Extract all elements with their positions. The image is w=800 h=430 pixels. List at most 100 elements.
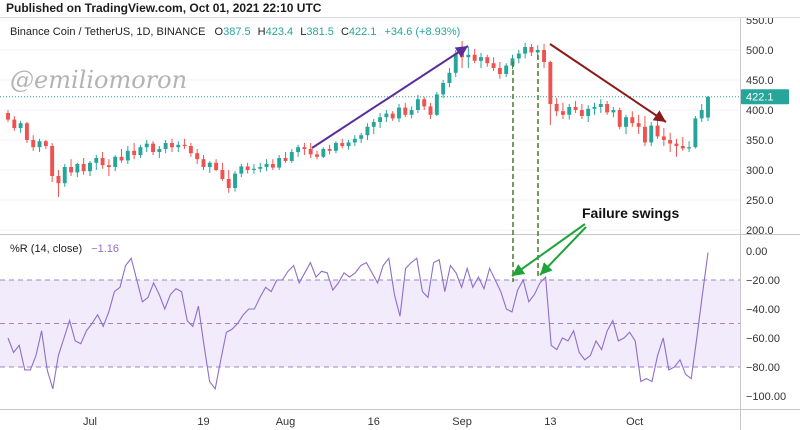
candle-down	[151, 143, 155, 152]
candle-up	[207, 162, 212, 167]
candle-down	[195, 153, 200, 160]
candle-down	[6, 113, 10, 120]
candle-up	[18, 123, 23, 128]
candle-up	[415, 99, 420, 110]
candle-down	[24, 123, 29, 140]
candle-down	[390, 113, 395, 119]
candle-up	[176, 144, 181, 148]
candle-up	[706, 96, 710, 118]
high-value: 423.4	[266, 26, 294, 38]
close-label: C	[341, 26, 349, 38]
candle-down	[69, 167, 74, 173]
candle-down	[106, 165, 111, 167]
indicator-value: −1.16	[91, 243, 119, 255]
candle-down	[340, 143, 345, 146]
chart-legend: Binance Coin / TetherUS, 1D, BINANCE O38…	[10, 26, 460, 38]
candle-up	[113, 156, 118, 167]
candle-up	[258, 167, 263, 169]
candle-down	[561, 111, 565, 115]
candle-down	[270, 164, 275, 168]
candle-down	[81, 164, 86, 172]
candle-down	[573, 107, 578, 110]
candle-up	[365, 126, 370, 136]
candle-down	[674, 143, 679, 146]
wr-tick-label: −20.00	[746, 275, 780, 287]
price-tag	[741, 89, 789, 105]
candle-up	[371, 122, 376, 127]
candle-up	[378, 117, 383, 122]
candle-up	[624, 117, 628, 127]
candle-down	[132, 150, 137, 155]
candle-up	[693, 118, 698, 148]
wr-levels	[0, 279, 740, 368]
candle-down	[31, 140, 36, 148]
candle-up	[504, 65, 509, 74]
candle-up	[453, 53, 458, 73]
time-tick-label: Oct	[626, 416, 643, 428]
time-tick-label: 13	[544, 416, 556, 428]
price-tag-label: 422.1	[746, 92, 774, 104]
time-axis: Jul 19 Aug 16 Sep 13 Oct	[83, 416, 643, 428]
candle-up	[447, 72, 452, 83]
candle-down	[605, 104, 610, 113]
candle-down	[403, 107, 408, 115]
candle-down	[460, 53, 465, 58]
publish-text: Published on TradingView.com, Oct 01, 20…	[6, 1, 322, 15]
candle-up	[264, 164, 269, 167]
candle-down	[226, 179, 231, 188]
publish-header: Published on TradingView.com, Oct 01, 20…	[0, 0, 800, 18]
failure-swing-arrow-1	[511, 223, 586, 277]
candle-up	[466, 54, 471, 58]
candle-down	[50, 146, 55, 176]
candle-down	[170, 143, 174, 148]
price-tick-label: 500.0	[746, 45, 774, 57]
candle-down	[655, 125, 660, 137]
candle-down	[43, 141, 48, 146]
candle-up	[598, 104, 603, 107]
candle-down	[630, 117, 635, 124]
price-axis: 550.0 500.0 450.0 400.0 350.0 300.0 250.0 200.0	[746, 15, 774, 237]
time-tick-label: Sep	[452, 416, 472, 428]
candle-up	[94, 158, 99, 163]
time-tick-label: Aug	[276, 416, 296, 428]
candle-down	[529, 47, 534, 53]
low-value: 381.5	[306, 26, 334, 38]
change-value: +34.6 (+8.93%)	[384, 26, 460, 38]
candle-down	[542, 50, 546, 62]
failure-swings-annotation: Failure swings	[582, 205, 679, 221]
candle-up	[277, 158, 282, 168]
candle-up	[434, 94, 439, 115]
candle-down	[680, 146, 685, 149]
candle-down	[617, 110, 622, 127]
candle-up	[296, 147, 301, 152]
candle-up	[37, 141, 42, 148]
candle-down	[422, 99, 427, 107]
candle-up	[163, 143, 168, 149]
candle-down	[491, 63, 496, 68]
candle-up	[409, 110, 414, 115]
candle-down	[554, 104, 559, 112]
open-value: 387.5	[223, 26, 251, 38]
candle-down	[283, 158, 288, 161]
price-tick-label: 350.0	[746, 135, 774, 147]
low-label: L	[300, 26, 306, 38]
candle-up	[62, 167, 67, 184]
wr-axis: 0.00 −20.00 −40.00 −60.00 −80.00 −100.00	[746, 246, 786, 403]
candle-down	[579, 110, 584, 116]
candle-up	[289, 152, 294, 161]
candle-down	[327, 149, 332, 151]
candle-down	[220, 170, 225, 179]
candle-up	[88, 162, 92, 172]
close-value: 422.1	[349, 26, 377, 38]
price-tick-label: 300.0	[746, 165, 774, 177]
candles	[6, 41, 710, 197]
price-tick-label: 550.0	[746, 15, 774, 27]
candle-down	[548, 62, 553, 104]
candle-down	[188, 146, 193, 154]
candle-up	[567, 107, 572, 115]
candle-up	[251, 168, 256, 170]
candle-up	[687, 147, 692, 149]
candle-down	[182, 144, 187, 146]
